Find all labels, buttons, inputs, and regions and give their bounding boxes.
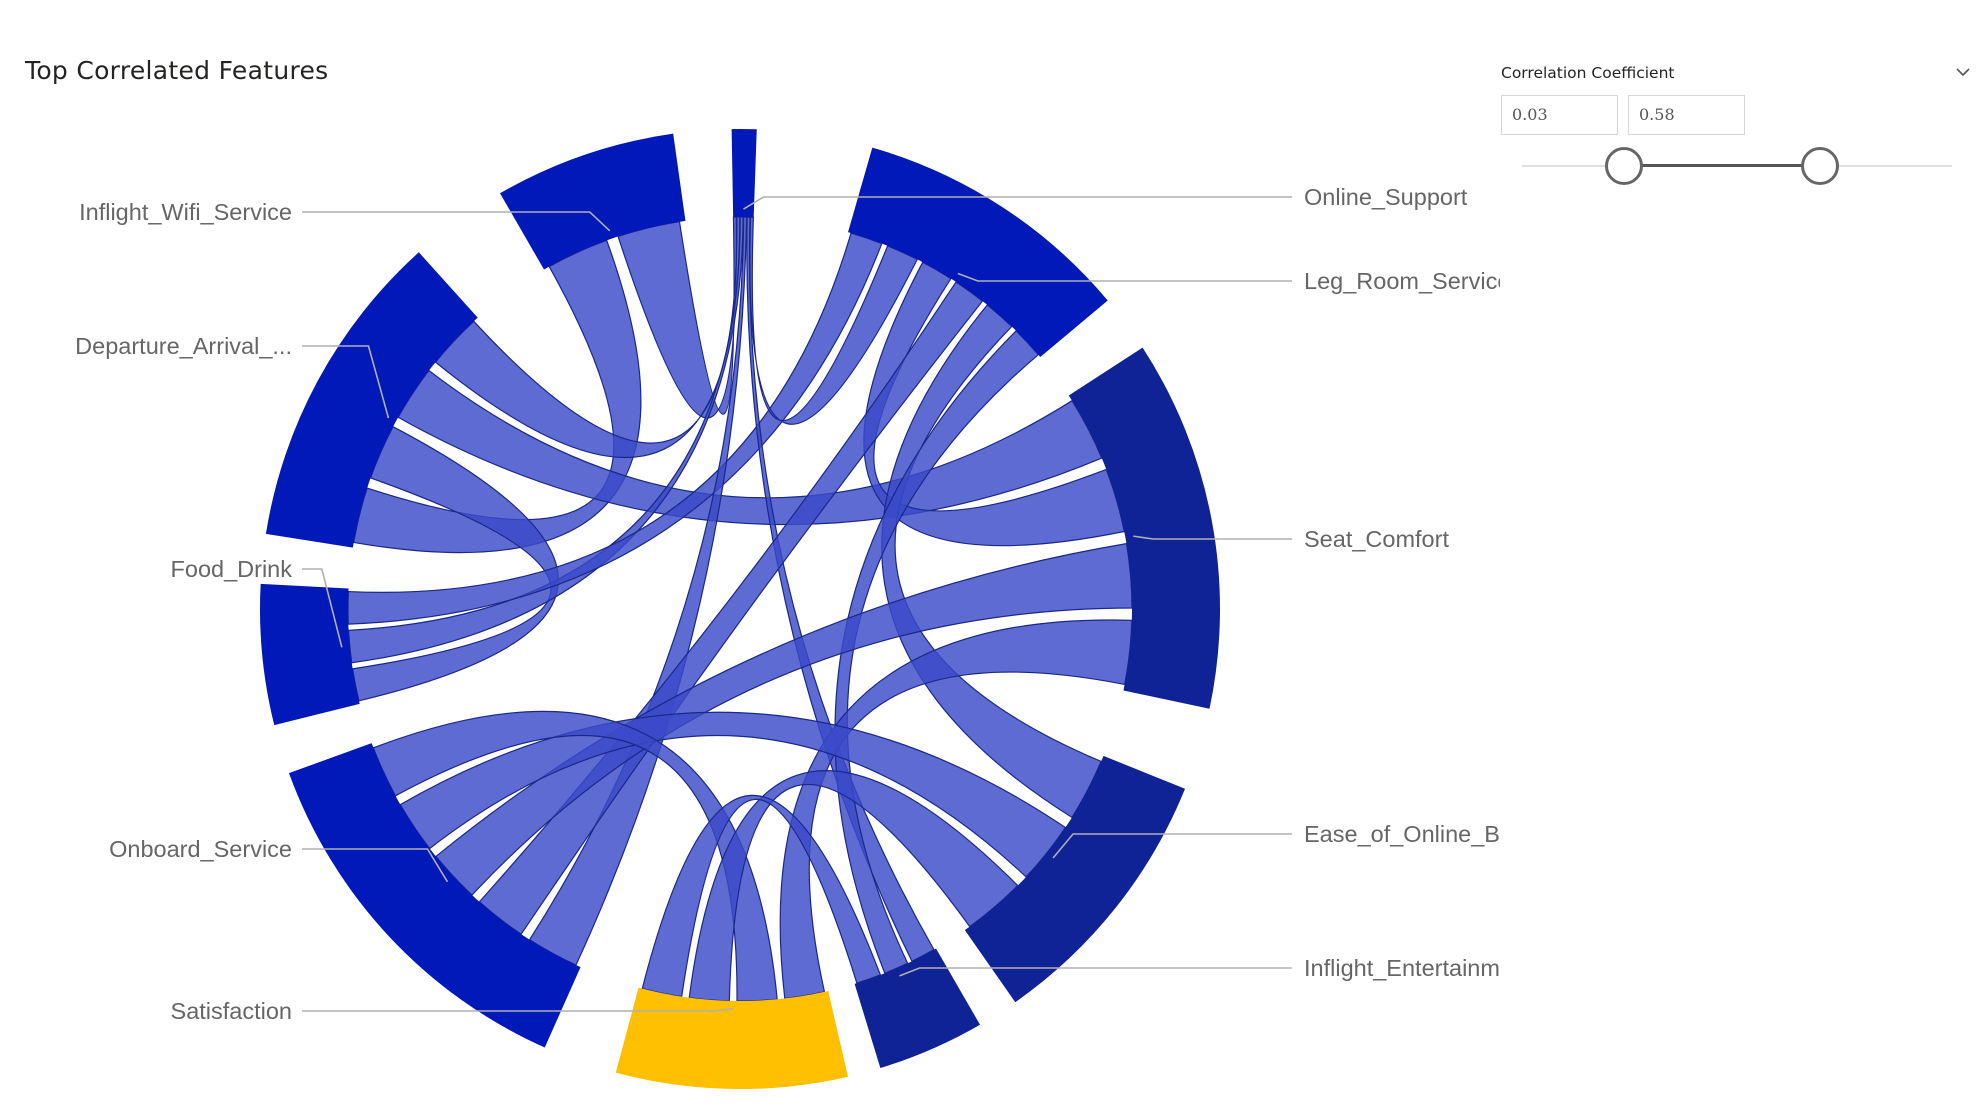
ribbons: [347, 216, 1133, 1002]
leader-line-ease-of-online-b: [1052, 833, 1292, 859]
label-leg-room-service: Leg_Room_Service: [1304, 268, 1500, 294]
visual-title: Top Correlated Features: [25, 56, 329, 85]
slider-max-handle[interactable]: [1801, 147, 1839, 185]
ribbon-inflight-entertainm-satisfaction[interactable]: [641, 794, 882, 998]
label-food-drink: Food_Drink: [171, 556, 293, 582]
label-online-support: Online_Support: [1304, 184, 1468, 210]
node-arc-inflight-wifi-service[interactable]: [500, 133, 686, 270]
leader-line-inflight-entertainm: [899, 967, 1292, 977]
label-seat-comfort: Seat_Comfort: [1304, 526, 1449, 552]
slider-range-fill: [1624, 164, 1820, 167]
label-satisfaction: Satisfaction: [171, 998, 292, 1024]
correlation-slicer: Correlation Coefficient 0.03 0.58: [1497, 60, 1977, 200]
label-ease-of-online-b: Ease_of_Online_B...: [1304, 821, 1500, 847]
node-arc-ease-of-online-b[interactable]: [964, 755, 1186, 1003]
label-inflight-entertainm: Inflight_Entertainm...: [1304, 955, 1500, 981]
node-labels: Online_Support Leg_Room_Service Seat_Comfo…: [75, 184, 1500, 1024]
label-onboard-service: Onboard_Service: [109, 836, 292, 862]
node-arc-food-drink[interactable]: [260, 583, 360, 726]
slider-min-handle[interactable]: [1605, 147, 1643, 185]
leader-line-departure-arrival: [302, 345, 390, 419]
ribbon-onboard-service-satisfaction[interactable]: [372, 710, 778, 1002]
ribbon-ease-of-online-b-satisfaction[interactable]: [688, 770, 1019, 1002]
label-departure-arrival: Departure_Arrival_...: [75, 333, 292, 359]
range-min-input[interactable]: 0.03: [1501, 95, 1618, 135]
leader-line-onboard-service: [302, 848, 449, 883]
ribbon-seat-comfort-onboard-service[interactable]: [435, 542, 1133, 896]
ribbon-inflight-wifi-service-departure-arrival[interactable]: [353, 239, 642, 554]
leader-line-online-support: [743, 196, 1292, 210]
node-arc-inflight-entertainm[interactable]: [854, 948, 980, 1069]
chord-diagram-svg: Online_Support Leg_Room_Service Seat_Comfo…: [75, 128, 1500, 1089]
node-arc-seat-comfort[interactable]: [1068, 347, 1221, 709]
chord-chart: Online_Support Leg_Room_Service Seat_Comfo…: [75, 128, 1500, 1089]
ribbon-onboard-service-ease-of-online-b[interactable]: [399, 711, 1067, 878]
leader-line-food-drink: [302, 568, 343, 648]
ribbon-departure-arrival-online-support[interactable]: [434, 216, 741, 459]
leader-line-satisfaction: [302, 1008, 734, 1012]
leader-line-inflight-wifi-service: [302, 211, 611, 232]
leader-line-seat-comfort: [1133, 535, 1292, 540]
node-arcs: [260, 128, 1221, 1089]
range-max-input[interactable]: 0.58: [1628, 95, 1745, 135]
label-inflight-wifi-service: Inflight_Wifi_Service: [79, 199, 292, 225]
leader-line-leg-room-service: [957, 272, 1292, 282]
node-arc-satisfaction[interactable]: [615, 987, 848, 1089]
node-arc-leg-room-service[interactable]: [848, 147, 1108, 358]
node-arc-departure-arrival[interactable]: [265, 252, 478, 548]
chevron-down-icon[interactable]: [1951, 60, 1975, 84]
slicer-header: Correlation Coefficient: [1501, 64, 1675, 82]
node-arc-online-support[interactable]: [731, 128, 757, 218]
node-arc-onboard-service[interactable]: [288, 743, 581, 1048]
